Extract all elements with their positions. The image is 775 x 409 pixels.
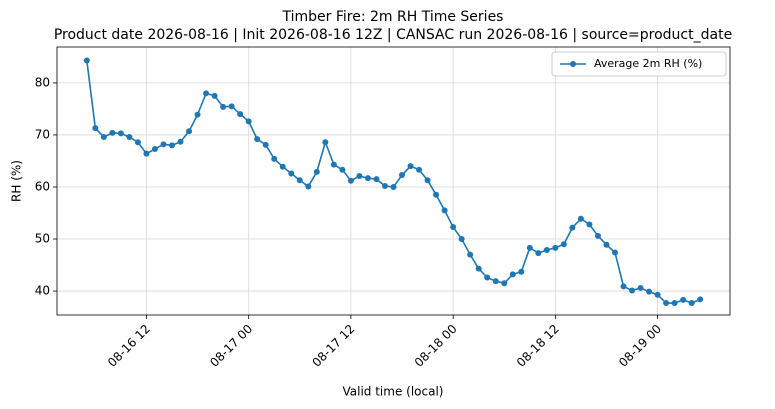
y-tick-label: 40 <box>35 284 50 298</box>
data-point <box>407 163 414 170</box>
chart-title: Timber Fire: 2m RH Time Series <box>282 9 504 25</box>
x-tick-label: 08-17 12 <box>309 322 357 370</box>
data-point <box>467 251 474 258</box>
data-point <box>611 249 618 256</box>
data-point <box>629 287 636 294</box>
data-point <box>586 221 593 228</box>
data-point <box>577 215 584 222</box>
data-point <box>373 176 380 183</box>
data-point <box>271 155 278 162</box>
legend-box <box>551 51 727 77</box>
data-line <box>86 60 701 304</box>
data-point <box>450 224 457 231</box>
data-point <box>169 142 176 149</box>
data-point <box>492 278 499 285</box>
data-point <box>569 224 576 231</box>
data-point <box>620 283 627 290</box>
x-tick-label: 08-16 12 <box>105 322 153 370</box>
data-point <box>663 300 670 307</box>
data-point <box>688 300 695 307</box>
y-tick-label: 60 <box>35 179 50 193</box>
data-point <box>552 244 559 251</box>
data-point <box>134 139 141 146</box>
plot-frame <box>56 46 731 316</box>
data-point <box>83 57 90 64</box>
data-point <box>322 139 329 146</box>
data-point <box>203 90 210 97</box>
data-point <box>458 236 465 243</box>
data-point <box>594 232 601 239</box>
data-point <box>509 271 516 278</box>
data-point <box>100 134 107 141</box>
y-tick-label: 70 <box>35 127 50 141</box>
data-point <box>339 166 346 173</box>
data-point <box>194 111 201 118</box>
data-point <box>313 168 320 175</box>
data-point <box>399 172 406 179</box>
data-point <box>211 92 218 99</box>
data-point <box>151 145 158 152</box>
data-point <box>177 138 184 145</box>
legend-label: Average 2m RH (%) <box>594 57 702 70</box>
x-tick-label: 08-18 00 <box>412 322 460 370</box>
data-point <box>305 183 312 190</box>
data-point <box>424 177 431 184</box>
data-point <box>245 118 252 125</box>
data-point <box>560 241 567 248</box>
data-point <box>330 161 337 168</box>
data-point <box>381 182 388 189</box>
data-point <box>237 111 244 118</box>
data-point <box>254 136 261 143</box>
x-tick-label: 08-18 12 <box>514 322 562 370</box>
data-point <box>416 166 423 173</box>
data-point <box>484 274 491 281</box>
x-tick-label: 08-19 00 <box>616 322 664 370</box>
data-point <box>543 246 550 253</box>
data-point <box>654 291 661 298</box>
data-point <box>433 191 440 198</box>
data-point <box>526 244 533 251</box>
data-point <box>117 130 124 137</box>
data-point <box>228 103 235 110</box>
data-point <box>186 128 193 135</box>
y-tick-label: 80 <box>35 75 50 89</box>
x-tick-label: 08-17 00 <box>207 322 255 370</box>
chart-subtitle: Product date 2026-08-16 | Init 2026-08-1… <box>54 27 732 43</box>
y-tick-label: 50 <box>35 232 50 246</box>
data-point <box>296 177 303 184</box>
data-point <box>535 250 542 257</box>
data-point <box>680 296 687 303</box>
data-point <box>262 141 269 148</box>
data-point <box>356 173 363 180</box>
data-point <box>143 150 150 157</box>
data-point <box>441 207 448 214</box>
data-point <box>475 265 482 272</box>
data-point <box>160 141 167 148</box>
data-point <box>637 284 644 291</box>
data-point <box>501 280 508 287</box>
data-point <box>646 288 653 295</box>
legend-marker <box>570 61 576 67</box>
data-point <box>364 175 371 182</box>
data-point <box>347 177 354 184</box>
x-axis-label: Valid time (local) <box>343 385 444 399</box>
data-point <box>697 296 704 303</box>
data-point <box>603 241 610 248</box>
legend: Average 2m RH (%) <box>551 51 727 77</box>
data-point <box>92 125 99 132</box>
data-point <box>671 300 678 307</box>
data-point <box>288 170 295 177</box>
data-point <box>126 134 133 141</box>
y-axis-label: RH (%) <box>10 160 24 202</box>
data-point <box>518 268 525 275</box>
data-point <box>109 129 116 136</box>
data-point <box>220 103 227 110</box>
data-point <box>279 163 286 170</box>
data-point <box>390 183 397 190</box>
